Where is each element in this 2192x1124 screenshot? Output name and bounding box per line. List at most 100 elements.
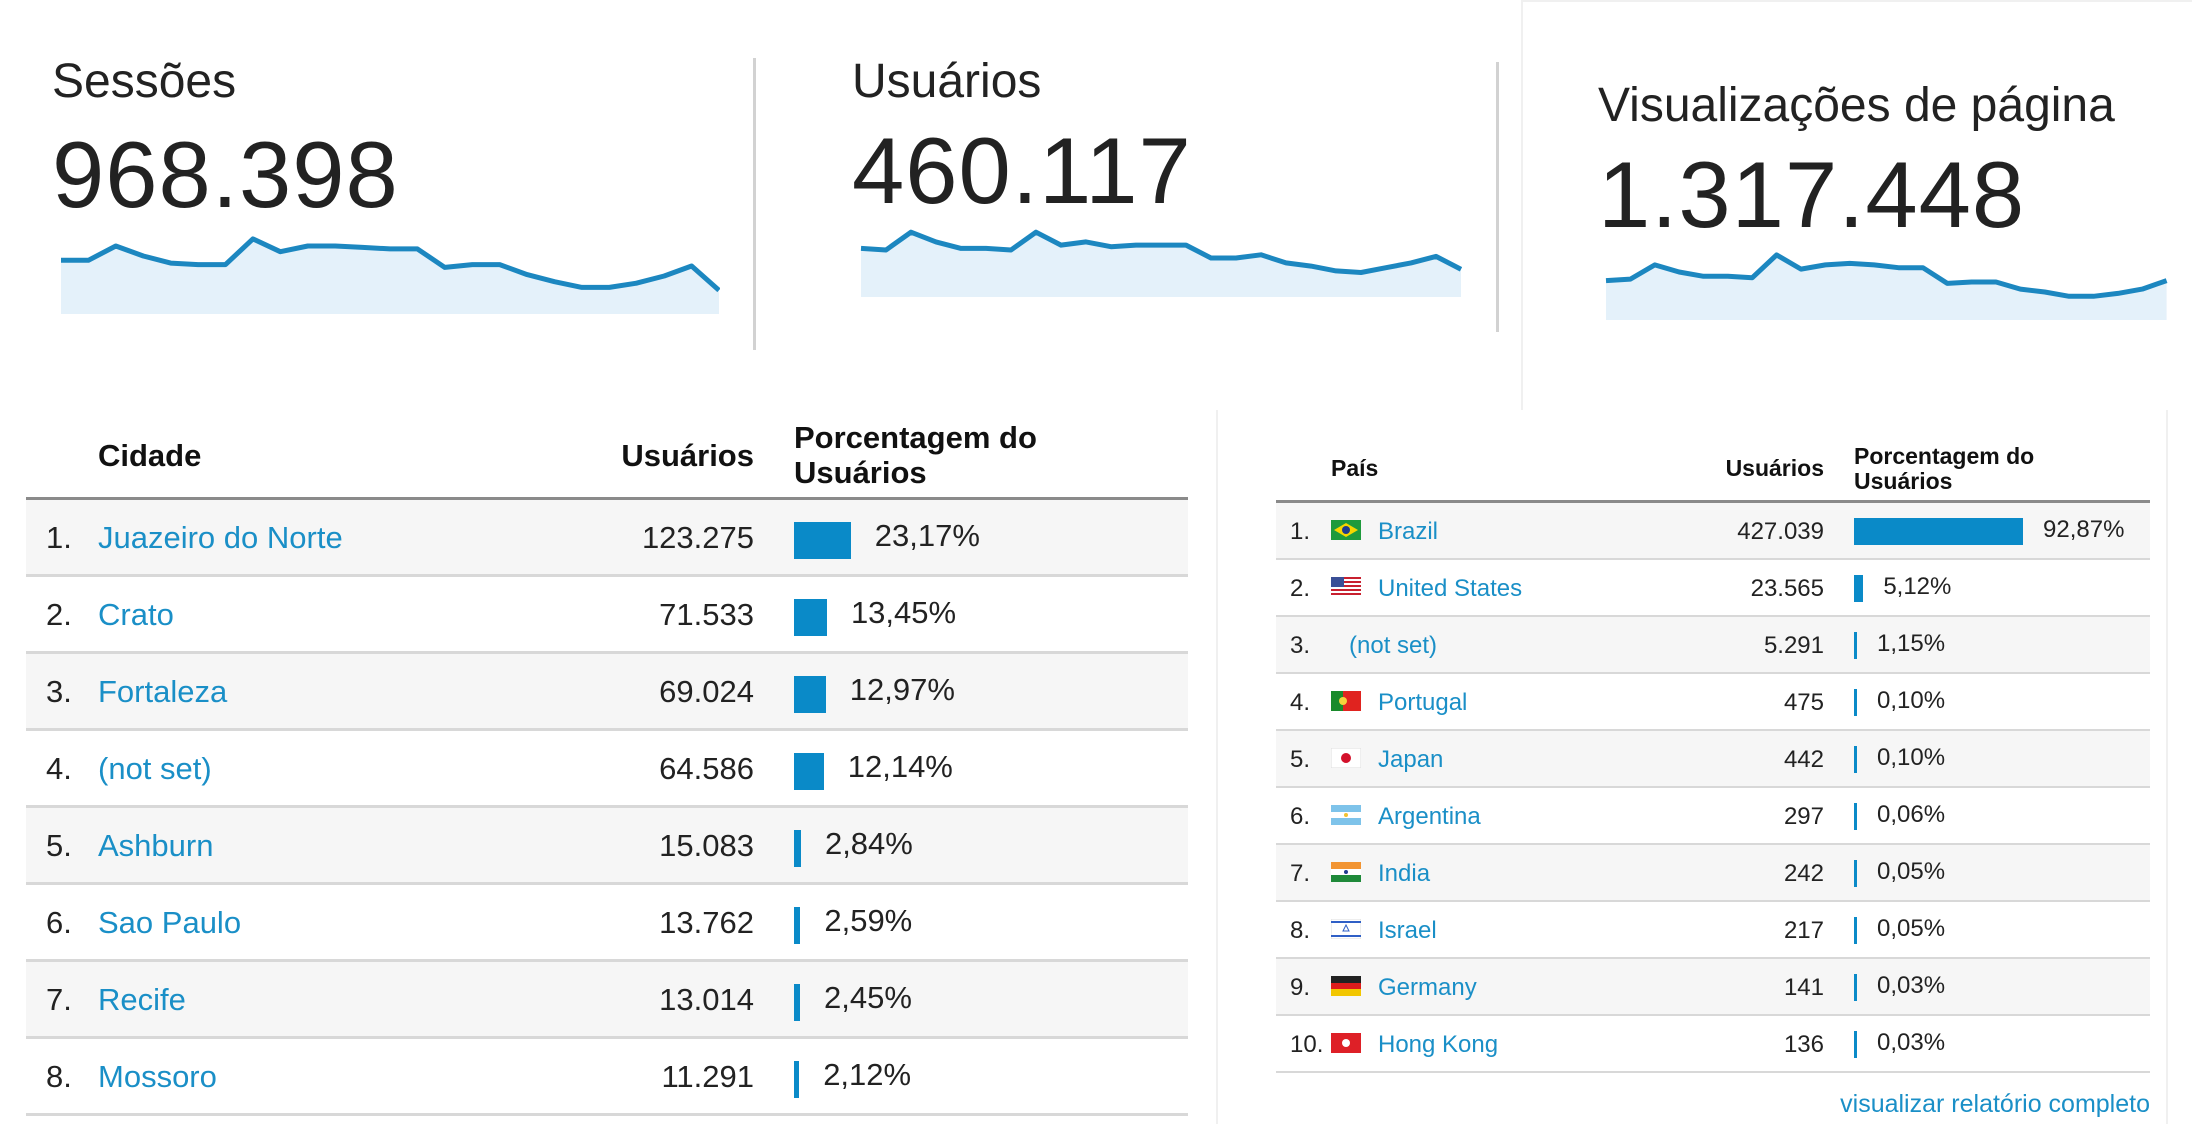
table-row: 8. Mossoro 11.291 2,12% <box>26 1039 1188 1116</box>
row-rank: 8. <box>1290 917 1311 944</box>
country-link[interactable]: United States <box>1378 575 1523 602</box>
percentage-value: 2,12% <box>823 1057 912 1092</box>
sparkline-area <box>1606 254 2167 320</box>
users-value: 141 <box>1783 974 1824 1001</box>
users-value: 64.586 <box>659 751 754 786</box>
metric-pageviews: Visualizações de página 1.317.448 <box>1598 82 2115 242</box>
city-link[interactable]: Fortaleza <box>98 674 228 709</box>
percentage-bar <box>794 1061 800 1098</box>
percentage-value: 0,10% <box>1877 687 1946 714</box>
table-row: 4. (not set) 64.586 12,14% <box>26 731 1188 808</box>
users-value: 427.039 <box>1737 518 1824 545</box>
percentage-bar <box>1854 974 1857 1001</box>
column-header-city[interactable]: Cidade <box>98 438 202 473</box>
row-rank: 6. <box>1290 803 1311 830</box>
percentage-value: 5,12% <box>1883 573 1952 600</box>
country-link[interactable]: (not set) <box>1349 632 1438 659</box>
sessions-sparkline <box>61 236 720 314</box>
percentage-bar <box>794 676 826 713</box>
column-header-country[interactable]: País <box>1331 455 1379 481</box>
card-border <box>1521 0 1523 410</box>
percentage-value: 2,45% <box>824 980 912 1015</box>
row-rank: 10. <box>1290 1031 1324 1058</box>
city-link[interactable]: (not set) <box>98 751 212 786</box>
city-link[interactable]: Crato <box>98 597 174 632</box>
card-border <box>1216 410 1218 1124</box>
country-link[interactable]: Portugal <box>1378 689 1468 716</box>
japan-flag-icon <box>1331 748 1361 768</box>
column-header-percentage[interactable]: Porcentagem do Usuários <box>1854 443 2035 495</box>
row-rank: 2. <box>46 597 72 632</box>
row-rank: 5. <box>46 828 72 863</box>
metric-value: 460.117 <box>852 118 1192 223</box>
percentage-bar <box>794 753 824 790</box>
column-header-users[interactable]: Usuários <box>1725 455 1824 481</box>
row-rank: 5. <box>1290 746 1311 773</box>
users-value: 475 <box>1783 689 1824 716</box>
row-rank: 6. <box>46 905 72 940</box>
sparkline-line <box>860 229 1462 275</box>
row-rank: 9. <box>1290 974 1311 1001</box>
country-link[interactable]: Israel <box>1378 917 1437 944</box>
city-link[interactable]: Ashburn <box>98 828 214 863</box>
portugal-flag-icon <box>1331 691 1361 711</box>
percentage-bar <box>1854 1031 1857 1058</box>
city-rows: 1. Juazeiro do Norte 123.275 23,17% 2. Crato 7… <box>26 500 1188 1116</box>
percentage-value: 23,17% <box>874 518 980 553</box>
city-link[interactable]: Recife <box>98 982 186 1017</box>
sparkline-area <box>61 238 719 314</box>
city-link[interactable]: Sao Paulo <box>98 905 242 940</box>
column-header-percentage-line2: Usuários <box>794 455 927 491</box>
column-header-percentage-line1: Porcentagem do <box>1854 443 2035 469</box>
full-report-link[interactable]: visualizar relatório completo <box>1840 1090 2150 1118</box>
hong-kong-flag-icon <box>1331 1033 1361 1053</box>
sparkline-area <box>861 232 1461 297</box>
percentage-bar <box>794 522 851 559</box>
sparkline-line <box>61 236 720 293</box>
table-header: País Usuários Porcentagem do Usuários <box>1276 436 2150 503</box>
percentage-value: 1,15% <box>1877 630 1946 657</box>
country-link[interactable]: Japan <box>1378 746 1444 773</box>
table-row: 4. Portugal 475 0,10% <box>1276 674 2150 731</box>
country-table: País Usuários Porcentagem do Usuários 1.… <box>1276 436 2150 1073</box>
country-link[interactable]: Hong Kong <box>1378 1031 1499 1058</box>
users-value: 11.291 <box>661 1059 754 1094</box>
table-row: 1. Brazil 427.039 92,87% <box>1276 503 2150 560</box>
metric-value: 1.317.448 <box>1598 142 2026 247</box>
users-value: 5.291 <box>1763 632 1824 659</box>
users-value: 123.275 <box>641 520 754 555</box>
city-link[interactable]: Mossoro <box>98 1059 217 1094</box>
column-header-users[interactable]: Usuários <box>621 438 754 473</box>
row-rank: 3. <box>1290 632 1311 659</box>
column-header-percentage[interactable]: Porcentagem do Usuários <box>794 420 1037 490</box>
country-link[interactable]: India <box>1378 860 1431 887</box>
column-header-percentage-line2: Usuários <box>1854 468 1953 495</box>
table-row: 3. Fortaleza 69.024 12,97% <box>26 654 1188 731</box>
percentage-bar <box>1854 575 1864 602</box>
percentage-bar <box>1854 689 1857 716</box>
card-border <box>2166 410 2168 1124</box>
india-flag-icon <box>1331 862 1361 882</box>
percentage-value: 92,87% <box>2043 516 2125 543</box>
country-link[interactable]: Argentina <box>1378 803 1481 830</box>
brazil-flag-icon <box>1331 520 1361 540</box>
city-link[interactable]: Juazeiro do Norte <box>98 520 343 555</box>
percentage-value: 2,59% <box>824 903 913 938</box>
sparkline-line <box>1605 252 2168 299</box>
percentage-value: 12,14% <box>847 749 953 784</box>
percentage-value: 0,10% <box>1877 744 1946 771</box>
percentage-bar <box>794 830 801 867</box>
users-value: 217 <box>1783 917 1824 944</box>
percentage-value: 0,05% <box>1877 915 1946 942</box>
users-value: 297 <box>1783 803 1824 830</box>
card-border <box>1523 0 2192 2</box>
metric-divider <box>753 58 756 350</box>
users-value: 71.533 <box>659 597 754 632</box>
country-rows: 1. Brazil 427.039 92,87% 2. United States 23.5… <box>1276 503 2150 1073</box>
table-row: 6. Sao Paulo 13.762 2,59% <box>26 885 1188 962</box>
country-link[interactable]: Germany <box>1378 974 1477 1001</box>
country-link[interactable]: Brazil <box>1378 518 1439 545</box>
table-header: Cidade Usuários Porcentagem do Usuários <box>26 410 1188 500</box>
percentage-value: 0,03% <box>1877 1029 1946 1056</box>
users-value: 242 <box>1783 860 1824 887</box>
